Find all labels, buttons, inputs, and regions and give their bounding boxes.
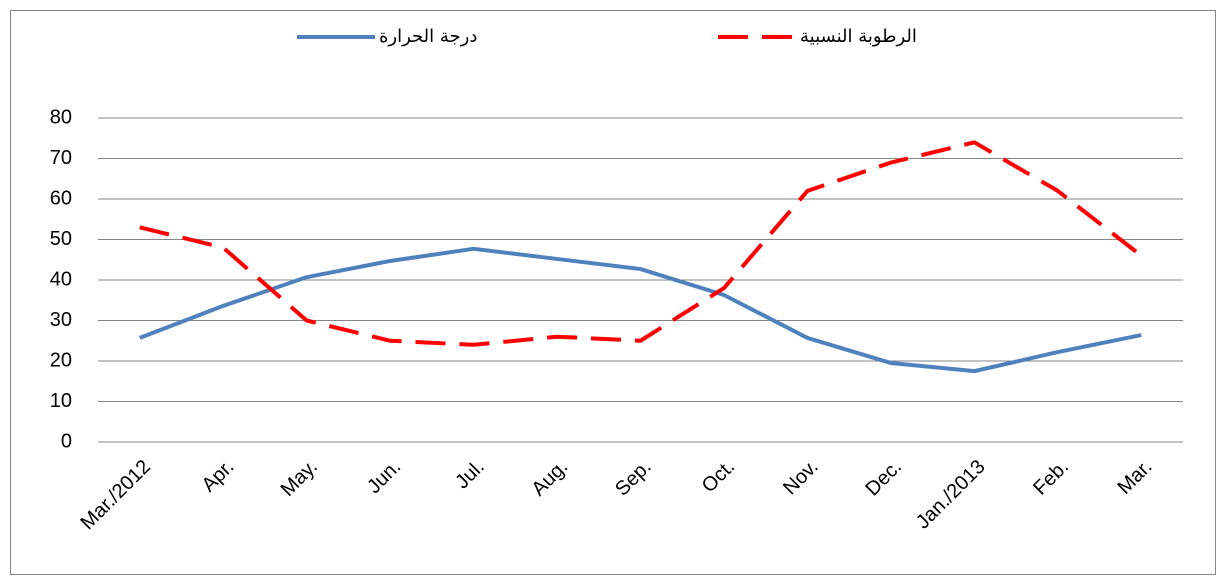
legend-label: درجة الحرارة — [379, 26, 477, 47]
y-tick-label: 60 — [50, 187, 72, 209]
y-tick-label: 10 — [50, 390, 72, 412]
legend-label: الرطوبة النسبية — [800, 26, 917, 47]
series-line — [139, 246, 1142, 374]
chart-border — [10, 10, 1216, 575]
y-tick-label: 20 — [50, 349, 72, 371]
y-tick-label: 30 — [50, 309, 72, 331]
y-tick-label: 50 — [50, 228, 72, 250]
y-tick-label: 80 — [50, 106, 72, 128]
y-tick-label: 0 — [61, 430, 72, 452]
y-tick-label: 40 — [50, 268, 72, 290]
y-tick-label: 70 — [50, 147, 72, 169]
series-line — [139, 140, 1143, 347]
